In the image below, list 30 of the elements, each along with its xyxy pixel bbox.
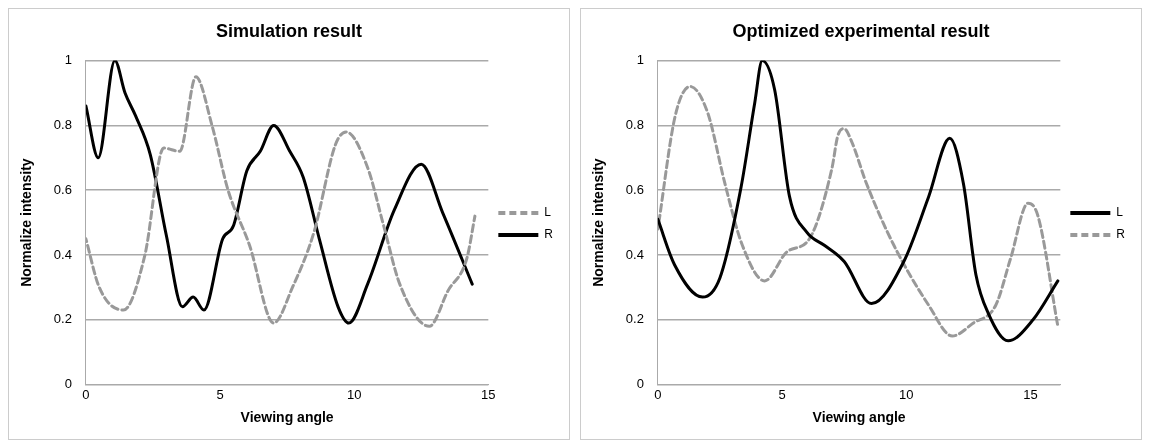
y-tick-label: 0: [64, 376, 72, 392]
legend-label: L: [544, 205, 552, 220]
x-tick-label: 0: [654, 386, 662, 402]
y-tick-label: 0.2: [53, 311, 72, 327]
y-tick-label: 0.4: [625, 246, 644, 262]
x-tick-label: 10: [899, 386, 914, 402]
y-tick-label: 0.8: [625, 116, 644, 132]
y-tick-label: 0.6: [625, 181, 644, 197]
y-tick-label: 0.4: [53, 246, 72, 262]
y-tick-label: 0.2: [625, 311, 644, 327]
y-tick-label: 0.6: [53, 181, 72, 197]
x-tick-label: 5: [216, 386, 224, 402]
y-tick-label: 0.8: [53, 116, 72, 132]
legend-label: R: [1116, 227, 1126, 242]
y-axis-title: Normalize intensity: [590, 158, 607, 287]
legend-label: R: [544, 227, 554, 242]
y-axis-title: Normalize intensity: [18, 158, 35, 287]
legend-label: L: [1116, 205, 1124, 220]
x-tick-label: 0: [82, 386, 90, 402]
x-tick-label: 15: [1023, 386, 1038, 402]
x-tick-label: 5: [778, 386, 786, 402]
y-tick-label: 1: [64, 52, 72, 68]
y-tick-label: 1: [636, 52, 644, 68]
y-tick-label: 0: [636, 376, 644, 392]
x-axis-title: Viewing angle: [812, 409, 906, 426]
x-tick-label: 10: [346, 386, 362, 402]
chart-title: Simulation result: [215, 20, 363, 41]
chart-title: Optimized experimental result: [732, 20, 990, 41]
x-axis-title: Viewing angle: [240, 409, 334, 426]
x-tick-label: 15: [481, 386, 496, 402]
